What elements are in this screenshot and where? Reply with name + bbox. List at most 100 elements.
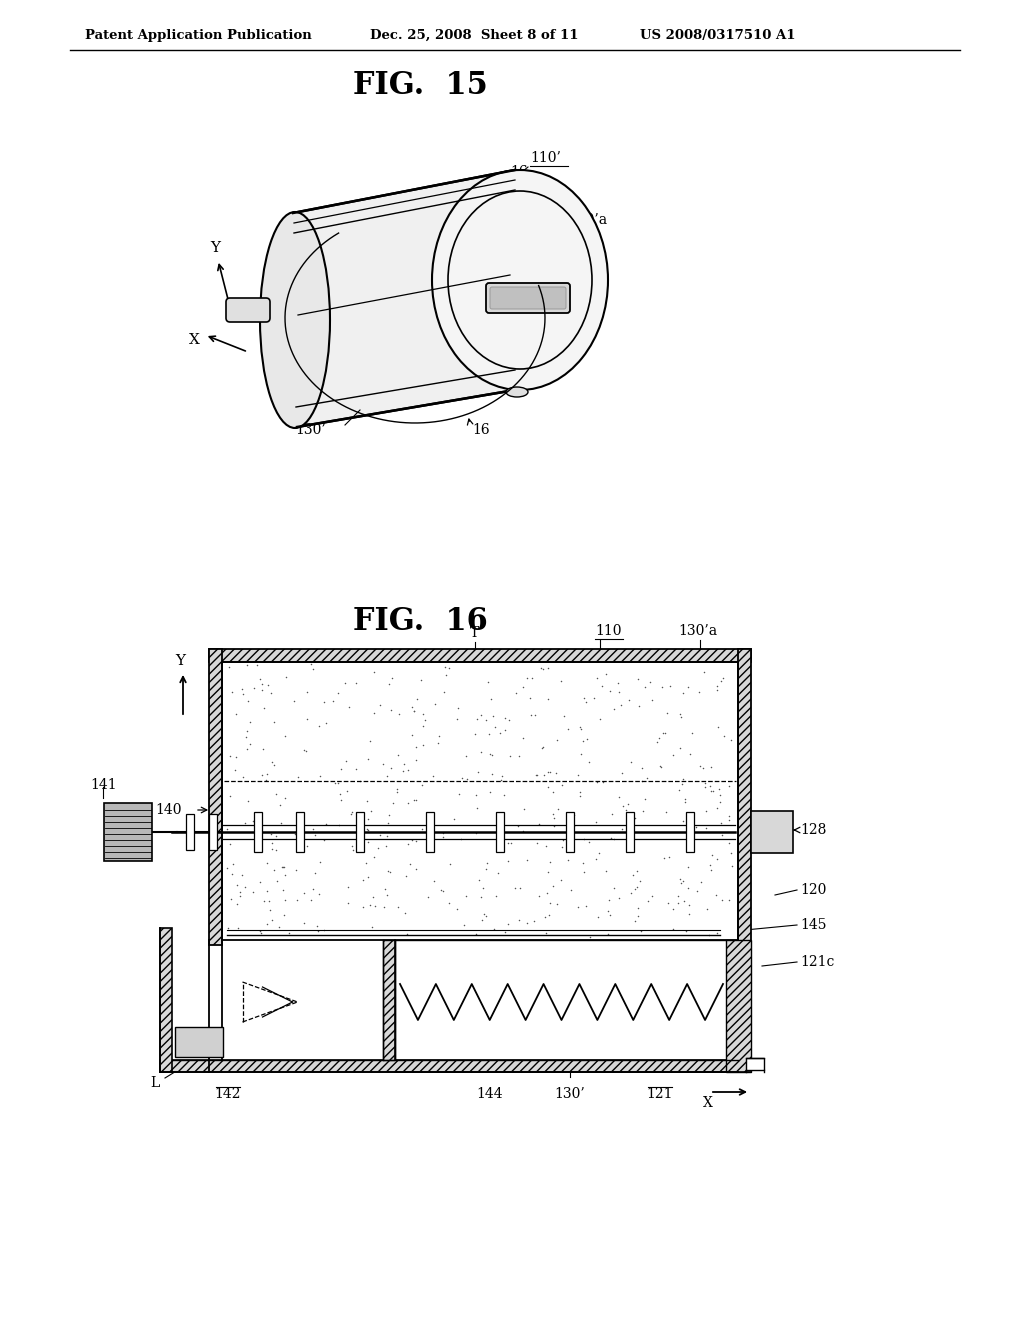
Point [613,763,630,784]
Point [617,799,634,820]
Point [570,764,587,785]
Point [546,807,562,828]
Point [414,818,430,840]
Point [553,671,569,692]
Point [610,887,627,908]
Point [635,801,651,822]
Point [497,708,513,729]
Point [435,880,452,902]
Point [709,921,725,942]
Point [408,748,424,770]
Point [500,833,516,854]
Point [711,717,727,738]
Bar [254,812,262,851]
Point [480,672,497,693]
Point [656,722,673,743]
Point [420,887,436,908]
Point [598,663,614,684]
Point [379,884,395,906]
Point [545,781,561,803]
Point [406,789,422,810]
Point [678,920,694,941]
Point [458,886,474,907]
Point [262,899,279,920]
Point [296,912,312,933]
Point [709,675,725,696]
Point [389,896,406,917]
Point [555,829,571,850]
Point [298,741,314,762]
Point [468,924,484,945]
Point [239,655,255,676]
Point [394,760,411,781]
Point [554,836,570,857]
Point [434,826,451,847]
Point [723,842,739,863]
Point [611,787,628,808]
Point [450,698,466,719]
Text: X: X [189,333,200,347]
Point [672,869,688,890]
Point [256,890,272,911]
Text: Patent Application Publication: Patent Application Publication [85,29,311,41]
Point [304,818,321,840]
Text: 140: 140 [156,803,182,817]
Point [550,799,566,820]
Point [563,880,580,902]
Point [600,924,616,945]
Point [683,818,699,840]
Point [413,671,429,692]
Point [340,892,356,913]
Text: 142: 142 [215,1086,242,1101]
Point [712,792,728,813]
Point [276,865,293,886]
Text: 120: 120 [568,261,594,275]
Point [575,688,592,709]
Point [379,826,395,847]
Point [603,828,620,849]
Point [365,916,381,937]
Point [648,731,665,752]
Point [483,689,500,710]
Point [380,812,396,833]
Point [366,846,382,867]
Point [442,854,459,875]
Point [554,775,570,796]
Point [288,859,304,880]
Point [655,847,672,869]
Point [594,676,610,697]
Point [672,704,688,725]
Point [367,895,383,916]
Bar [751,810,793,853]
Point [515,727,531,748]
Point [606,828,623,849]
Point [701,775,718,796]
Point [275,857,292,878]
Point [267,840,284,861]
Point [239,739,255,760]
Text: FIG.  15: FIG. 15 [352,70,487,100]
Bar [738,649,751,945]
Point [409,688,425,709]
FancyBboxPatch shape [486,282,570,313]
Point [331,814,347,836]
Point [299,836,315,857]
Text: 16: 16 [472,422,489,437]
Point [639,768,655,789]
Point [360,748,377,770]
Point [228,704,245,725]
Point [287,824,303,845]
Point [253,923,269,944]
Point [415,704,431,725]
Point [629,876,645,898]
Ellipse shape [432,170,608,389]
Point [702,854,719,875]
Point [466,723,482,744]
Point [404,830,421,851]
Point [264,751,281,772]
Point [673,706,689,727]
Text: US 2008/0317510 A1: US 2008/0317510 A1 [640,29,796,41]
Point [515,676,531,697]
Point [414,774,430,795]
Text: 130’a: 130’a [678,624,717,638]
